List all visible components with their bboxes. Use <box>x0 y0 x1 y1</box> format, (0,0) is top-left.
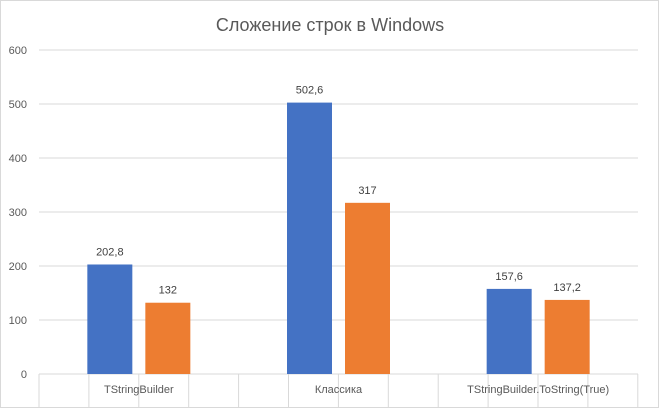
y-tick-label: 100 <box>9 315 27 327</box>
data-label: 132 <box>159 285 177 297</box>
bar-series-1 <box>486 288 532 374</box>
chart-title: Сложение строк в Windows <box>216 15 444 35</box>
bar-series-2 <box>345 202 390 374</box>
x-axis-categories: TStringBuilder Классика TStringBuilder.ToS… <box>104 384 609 396</box>
bars <box>87 102 590 374</box>
gridlines <box>38 49 639 408</box>
y-tick-label: 400 <box>9 153 27 165</box>
bar-series-1 <box>287 102 332 374</box>
bar-series-1 <box>87 264 133 374</box>
y-tick-label: 600 <box>9 45 27 57</box>
x-category-label: TStringBuilder <box>104 384 174 396</box>
y-tick-label: 500 <box>9 99 27 111</box>
x-category-label: Классика <box>315 384 363 396</box>
data-label: 502,6 <box>296 85 324 97</box>
data-label: 202,8 <box>96 246 124 258</box>
data-label: 157,6 <box>495 271 523 283</box>
y-axis-ticks: 0 100 200 300 400 500 600 <box>9 45 27 381</box>
data-label: 137,2 <box>553 282 581 294</box>
data-label: 317 <box>358 185 376 197</box>
y-tick-label: 200 <box>9 261 27 273</box>
y-tick-label: 300 <box>9 207 27 219</box>
x-category-label: TStringBuilder.ToString(True) <box>467 384 609 396</box>
bar-series-2 <box>145 302 191 374</box>
data-labels: 202,8 132 502,6 317 157,6 137,2 <box>96 85 581 297</box>
bar-series-2 <box>544 299 590 374</box>
y-tick-label: 0 <box>21 369 27 381</box>
